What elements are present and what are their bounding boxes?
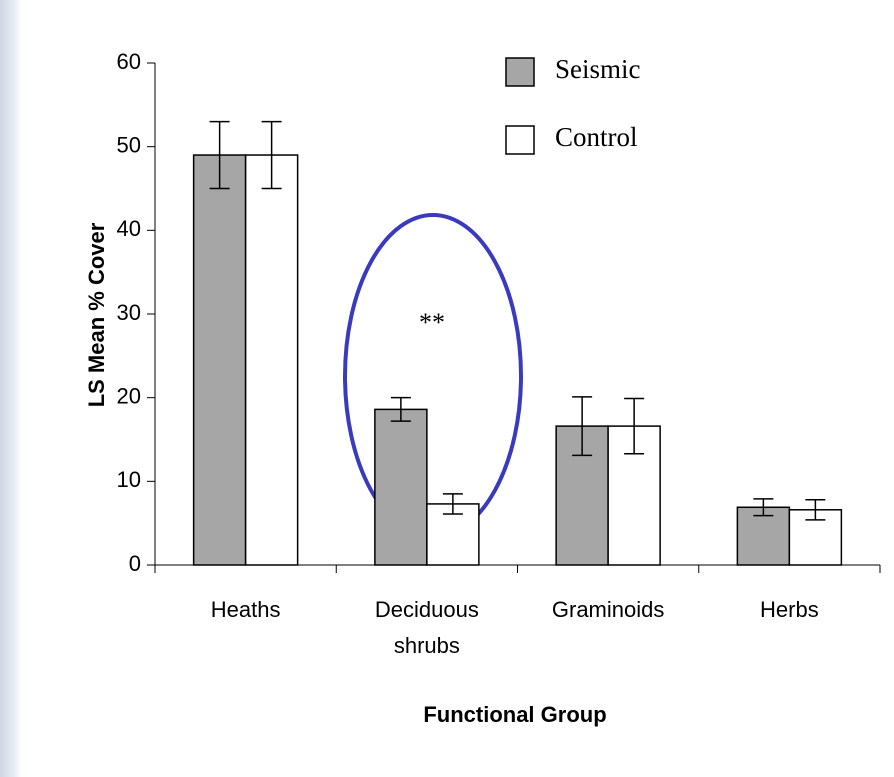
- x-tick-label-box: Heaths: [210, 597, 281, 622]
- highlight-ellipse: [343, 213, 523, 539]
- x-tick-label: Deciduous shrubs: [374, 597, 479, 658]
- error-bar: [261, 120, 282, 190]
- x-tick-label: Heaths: [210, 597, 281, 622]
- error-bar: [753, 498, 774, 517]
- y-tick-label: 30: [117, 300, 141, 325]
- y-tick-label: 50: [117, 132, 141, 157]
- bar: [244, 154, 299, 566]
- y-tick-label: 10: [117, 467, 141, 492]
- x-tick-label-box: Deciduous shrubs: [374, 597, 479, 658]
- x-axis-label: Functional Group: [423, 702, 606, 727]
- y-tick-label: 20: [117, 383, 141, 408]
- y-tick-label: 60: [117, 49, 141, 74]
- legend-label: Seismic: [555, 54, 641, 84]
- error-bar: [624, 397, 645, 455]
- bar: [192, 154, 247, 566]
- x-tick-label: Herbs: [760, 597, 819, 622]
- legend-swatch: [505, 125, 535, 155]
- x-tick-label-box: Herbs: [760, 597, 819, 622]
- error-bar: [572, 396, 593, 457]
- legend-label: Control: [555, 122, 638, 152]
- bar: [736, 506, 791, 566]
- annotation: **: [419, 308, 445, 337]
- y-axis-label: LS Mean % Cover: [84, 222, 109, 407]
- error-bar: [390, 396, 411, 422]
- error-bar: [442, 493, 463, 515]
- x-tick-label-box: Graminoids: [551, 597, 665, 622]
- bar: [374, 408, 428, 566]
- legend-swatch: [505, 57, 535, 87]
- x-tick-label: Graminoids: [551, 597, 665, 622]
- y-tick-label: 0: [129, 551, 141, 576]
- error-bar: [805, 498, 826, 521]
- error-bar: [209, 120, 230, 190]
- y-tick-label: 40: [117, 216, 141, 241]
